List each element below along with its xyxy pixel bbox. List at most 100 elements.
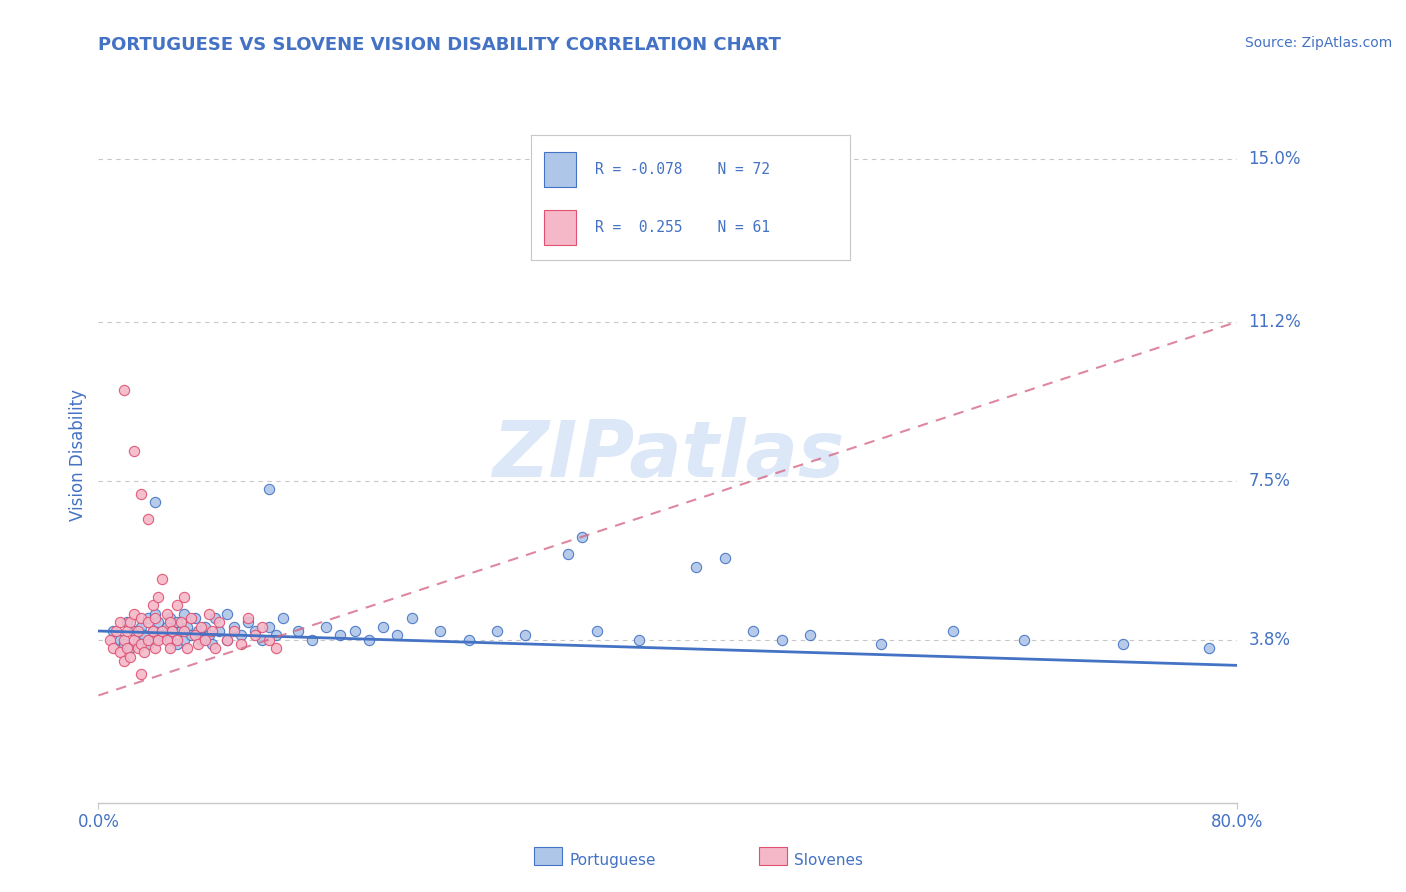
Point (122, 443, 145, 458)
Point (127, 641, 149, 656)
Point (266, 628, 288, 642)
Point (184, 611, 207, 625)
Point (250, 632, 273, 647)
Point (159, 641, 181, 656)
Point (141, 599, 163, 613)
Point (401, 611, 423, 625)
Point (122, 624, 145, 638)
Point (243, 624, 266, 638)
Point (486, 624, 509, 638)
Point (136, 615, 159, 630)
Point (108, 645, 131, 659)
Point (136, 611, 159, 625)
Point (557, 547, 579, 561)
Point (571, 529, 593, 543)
Point (301, 632, 323, 647)
Point (515, 628, 537, 642)
Point (145, 495, 167, 509)
Point (173, 607, 195, 621)
Point (162, 624, 184, 638)
Point (166, 599, 188, 613)
Point (159, 615, 181, 630)
Point (204, 641, 226, 656)
Point (329, 628, 352, 642)
Point (166, 632, 188, 647)
Point (152, 628, 174, 642)
Text: 11.2%: 11.2% (1249, 313, 1301, 331)
Text: 7.5%: 7.5% (1249, 472, 1291, 490)
Point (222, 620, 245, 634)
Point (429, 624, 451, 638)
Point (190, 632, 212, 647)
Point (176, 620, 198, 634)
Point (145, 611, 167, 625)
Text: 15.0%: 15.0% (1249, 150, 1301, 168)
Point (229, 637, 252, 651)
Point (152, 573, 174, 587)
Point (742, 624, 765, 638)
Point (259, 632, 281, 647)
Point (201, 624, 224, 638)
Point (215, 632, 238, 647)
Point (129, 611, 152, 625)
Point (208, 624, 231, 638)
Point (148, 590, 170, 604)
Point (1112, 637, 1135, 651)
Text: ZIPatlas: ZIPatlas (492, 417, 844, 493)
Point (141, 624, 163, 638)
Point (236, 615, 259, 630)
Point (201, 637, 224, 651)
Point (118, 615, 141, 630)
Point (101, 624, 124, 638)
Point (194, 632, 217, 647)
Point (236, 611, 259, 625)
Point (714, 551, 737, 566)
Point (215, 632, 238, 647)
Point (122, 607, 145, 621)
Point (166, 637, 188, 651)
Point (187, 637, 209, 651)
Point (190, 620, 212, 634)
Point (204, 611, 226, 625)
Point (457, 632, 479, 647)
Point (173, 624, 195, 638)
Point (170, 615, 193, 630)
Point (145, 632, 167, 647)
Point (156, 607, 179, 621)
Point (685, 559, 707, 574)
Text: 3.8%: 3.8% (1249, 631, 1291, 648)
Point (173, 590, 195, 604)
Text: Slovenes: Slovenes (794, 854, 863, 868)
Point (585, 624, 607, 638)
Point (215, 607, 238, 621)
Y-axis label: Vision Disability: Vision Disability (69, 389, 87, 521)
Point (176, 641, 198, 656)
Point (387, 628, 409, 642)
Point (101, 641, 124, 656)
Point (127, 632, 149, 647)
Point (115, 624, 138, 638)
Point (104, 624, 127, 638)
Text: Source: ZipAtlas.com: Source: ZipAtlas.com (1244, 36, 1392, 50)
Point (259, 620, 281, 634)
Point (159, 632, 181, 647)
Point (315, 620, 337, 634)
Point (108, 615, 131, 630)
Point (628, 632, 651, 647)
Point (136, 512, 159, 526)
Point (136, 632, 159, 647)
Point (112, 637, 135, 651)
Point (273, 611, 295, 625)
Point (127, 624, 149, 638)
Point (108, 632, 131, 647)
Point (250, 620, 273, 634)
Point (343, 624, 366, 638)
Point (112, 654, 135, 668)
Point (148, 615, 170, 630)
Point (115, 615, 138, 630)
Point (132, 628, 155, 642)
Point (173, 632, 195, 647)
Point (180, 628, 202, 642)
Point (770, 632, 793, 647)
Point (357, 632, 380, 647)
